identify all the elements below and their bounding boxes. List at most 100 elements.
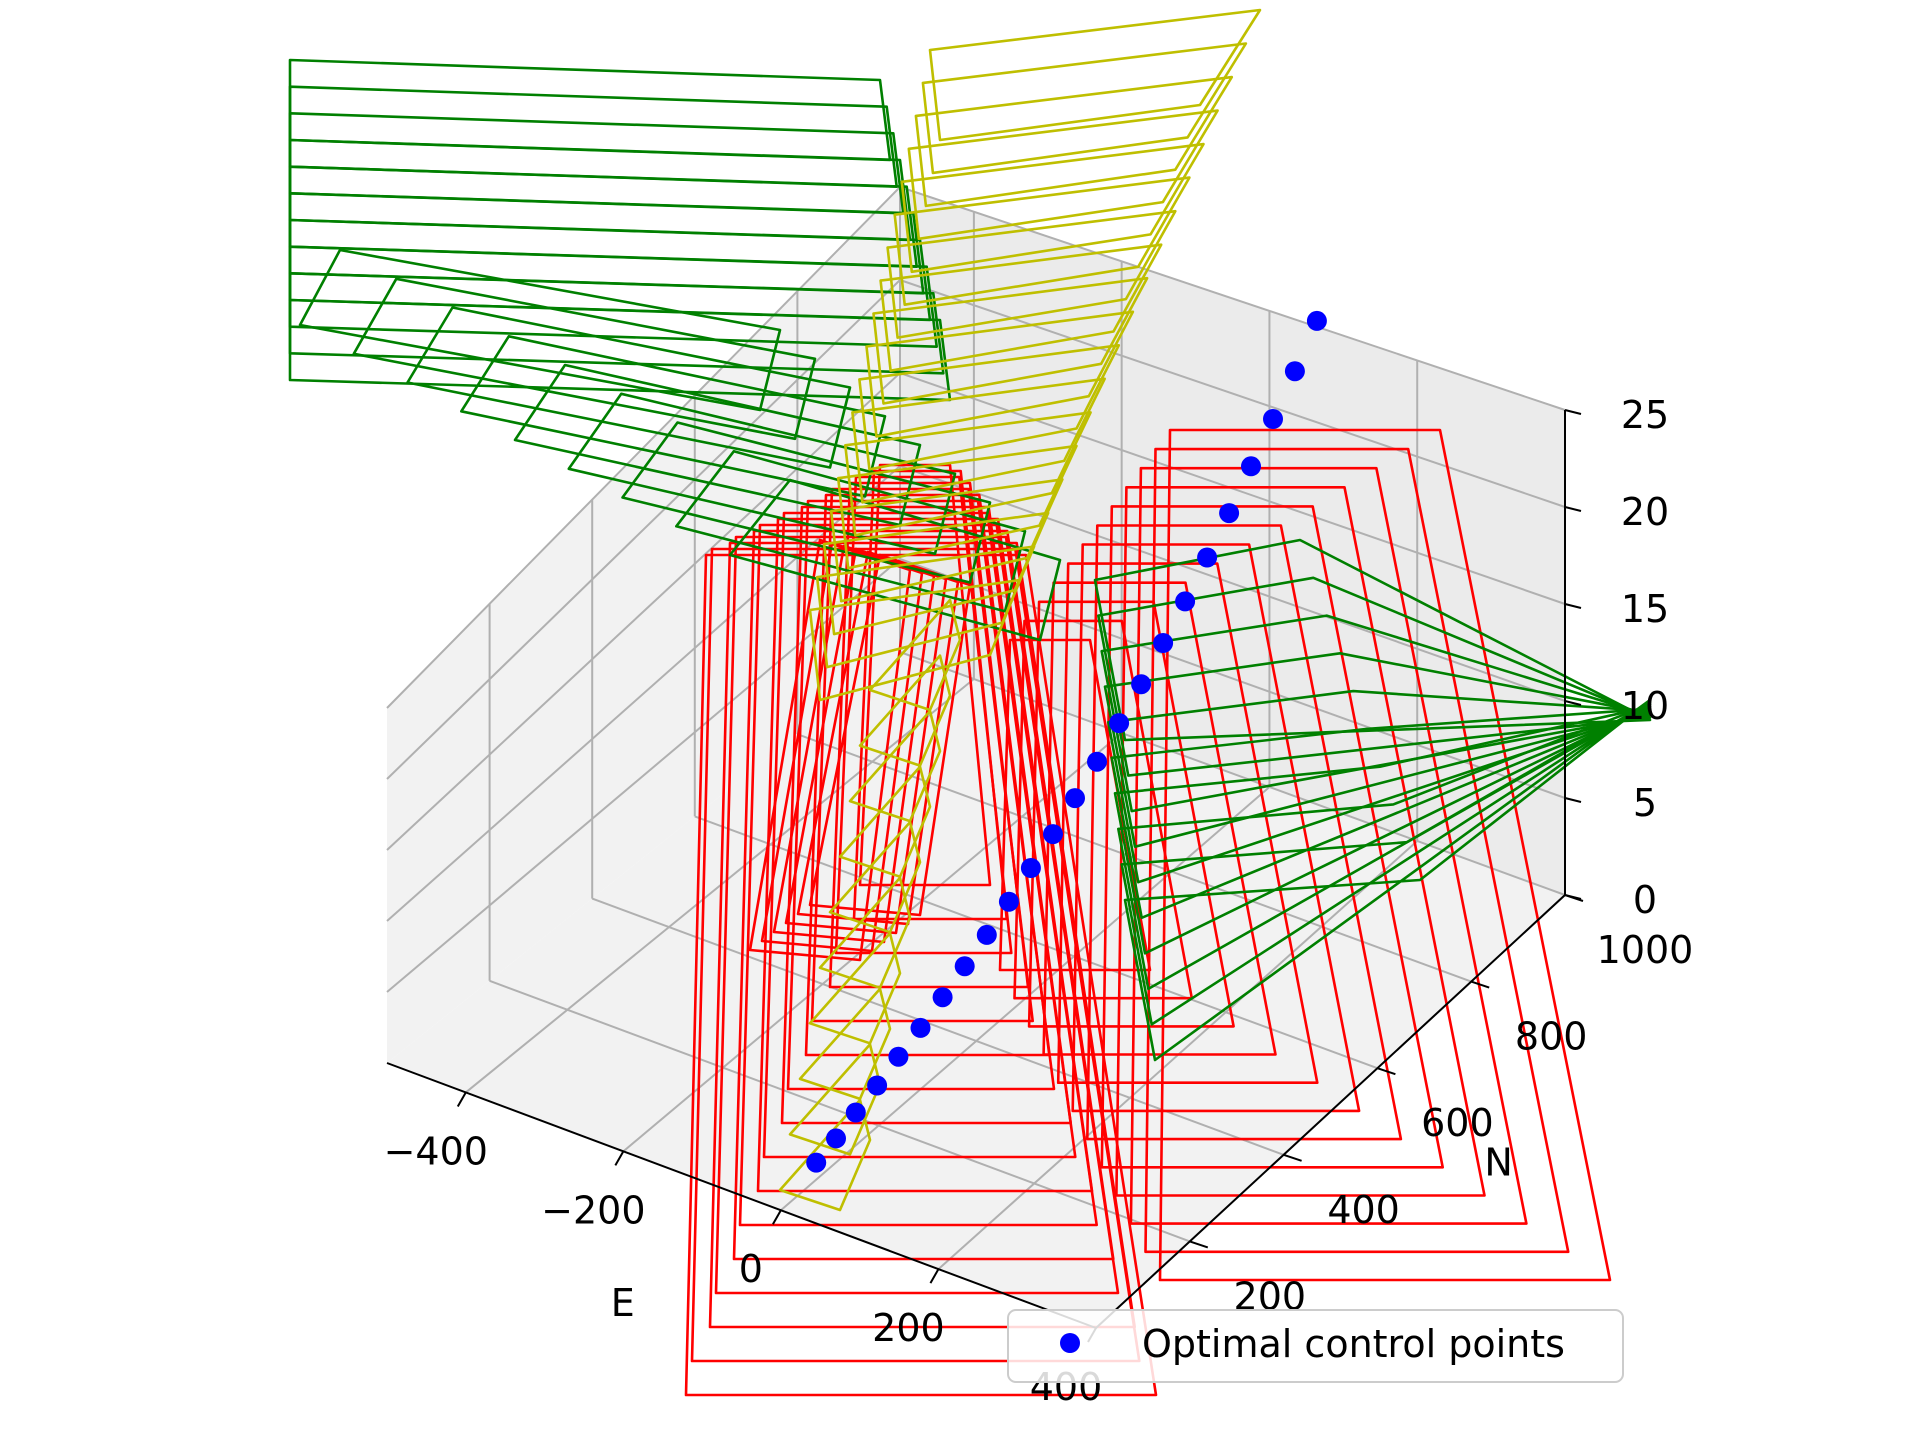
green-frame-lower (1120, 700, 1652, 1026)
control-point (910, 1017, 931, 1038)
green-frame-mid (567, 392, 957, 556)
grid-line-u-left (386, 372, 901, 851)
red-frame-right (1071, 543, 1361, 1113)
red-frame (786, 499, 1056, 1091)
yellow-frame-lower (858, 654, 952, 767)
u-axis-tick (1564, 894, 1582, 900)
grid-line-u-left (386, 186, 901, 709)
red-frame-right (1115, 485, 1486, 1197)
green-frame-upper (288, 112, 905, 215)
yellow-frame-lower (848, 709, 942, 823)
yellow-frame-lower (838, 765, 932, 879)
control-point (806, 1152, 827, 1173)
yellow-frame-lower (798, 987, 892, 1101)
control-point (1153, 633, 1174, 653)
e-axis-line (386, 1062, 1097, 1329)
red-frame (684, 553, 1158, 1397)
optimal-control-points (806, 310, 1327, 1173)
e-axis-tick (456, 1091, 467, 1107)
control-point (1043, 824, 1063, 845)
green-frame-upper (288, 138, 912, 242)
control-point (1284, 361, 1305, 382)
u-axis-tick (1564, 409, 1582, 415)
u-axis-tick-label: 10 (1621, 684, 1669, 728)
green-frame-lower (1117, 703, 1652, 991)
yellow-frame-upper (858, 343, 1121, 471)
yellow-frame-upper (907, 109, 1219, 241)
control-point (976, 924, 997, 945)
legend-label: Optimal control points (1142, 1322, 1565, 1366)
yellow-frame-upper (872, 276, 1149, 405)
e-axis-tick-label: 200 (872, 1306, 945, 1350)
n-axis-tick-label: 800 (1515, 1015, 1588, 1059)
grid-line-u-back (899, 558, 1566, 799)
green-frame-mid (728, 478, 1062, 642)
n-axis-tick (1470, 980, 1490, 989)
e-axis-tick (929, 1268, 940, 1284)
yellow-frame-upper (843, 411, 1092, 537)
green-frame-upper (288, 165, 919, 269)
wireframe-frames (288, 8, 1652, 1397)
control-point (867, 1075, 888, 1096)
red-frame-right (1144, 447, 1570, 1254)
e-axis-tick-label: 0 (739, 1247, 763, 1291)
u-axis-tick (1564, 797, 1582, 803)
legend: Optimal control points (1007, 1309, 1624, 1383)
legend-box (1007, 1309, 1624, 1383)
green-frame-lower (1093, 538, 1652, 742)
control-point (1065, 788, 1085, 809)
green-frame-mid (621, 421, 992, 584)
u-axis-tick (1564, 506, 1582, 512)
n-axis-tick (1283, 1153, 1302, 1162)
u-axis-tick (1564, 603, 1582, 609)
control-point (1109, 713, 1130, 734)
yellow-frame-lower (828, 820, 922, 934)
green-frame-mid (513, 363, 922, 527)
n-axis-tick (1189, 1240, 1209, 1249)
green-frame-mid (406, 306, 852, 469)
red-frame-right (1129, 466, 1528, 1225)
n-axis-title: N (1484, 1141, 1512, 1185)
e-axis-tick-label: −200 (541, 1188, 645, 1232)
control-point (954, 956, 975, 977)
yellow-frame-lower (788, 1043, 882, 1156)
e-axis-title: E (611, 1281, 635, 1325)
control-point (826, 1128, 846, 1149)
control-point (1263, 409, 1283, 429)
yellow-frame-upper (886, 209, 1177, 339)
green-frame-mid (298, 248, 782, 412)
e-axis-tick (772, 1209, 782, 1225)
n-axis-tick-label: 1000 (1597, 928, 1694, 972)
yellow-frame-upper (808, 578, 1022, 702)
yellow-frame-lower (808, 931, 902, 1045)
control-point (1197, 547, 1218, 568)
u-axis-tick (1564, 700, 1582, 706)
yellow-frame-lower (818, 876, 912, 990)
control-point (1131, 674, 1152, 695)
control-point (1020, 858, 1041, 878)
yellow-frame-upper (879, 243, 1163, 372)
green-frame-lower (1123, 698, 1652, 1062)
green-frame-mid (459, 334, 887, 498)
n-axis-tick (1377, 1067, 1396, 1076)
u-axis-tick-label: 25 (1621, 393, 1669, 437)
e-axis-tick-label: −400 (384, 1129, 488, 1173)
yellow-frame-upper (865, 310, 1135, 438)
yellow-frame-upper (914, 75, 1234, 208)
yellow-frame-upper (829, 478, 1064, 603)
n-axis-tick-label: 400 (1327, 1188, 1400, 1232)
red-frame-right (1158, 428, 1612, 1282)
green-frame-mid (352, 277, 817, 441)
yellow-frame-upper (928, 8, 1262, 142)
grid-line-n-floor (489, 979, 1191, 1243)
e-axis-tick (614, 1150, 625, 1166)
u-axis-tick-label: 20 (1621, 490, 1669, 534)
red-frame (738, 523, 1098, 1227)
yellow-frame-upper (900, 142, 1205, 274)
yellow-frame-upper (921, 42, 1248, 175)
green-frame-mid (674, 449, 1027, 613)
red-frame-right (1027, 600, 1235, 1028)
red-frame (714, 535, 1120, 1295)
